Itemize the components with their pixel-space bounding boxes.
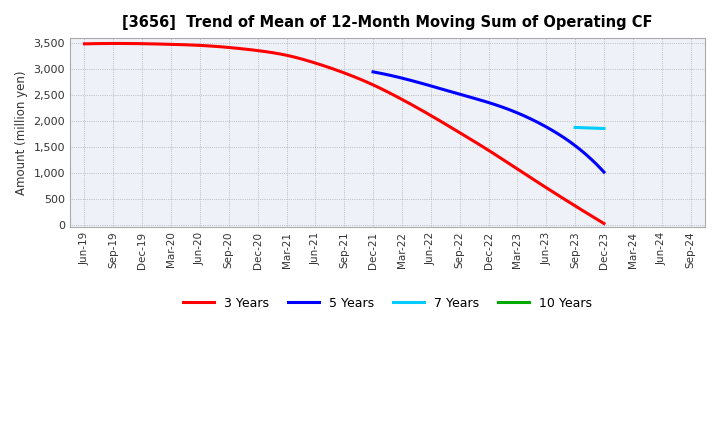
- Legend: 3 Years, 5 Years, 7 Years, 10 Years: 3 Years, 5 Years, 7 Years, 10 Years: [178, 292, 598, 315]
- Y-axis label: Amount (million yen): Amount (million yen): [15, 70, 28, 194]
- Title: [3656]  Trend of Mean of 12-Month Moving Sum of Operating CF: [3656] Trend of Mean of 12-Month Moving …: [122, 15, 653, 30]
